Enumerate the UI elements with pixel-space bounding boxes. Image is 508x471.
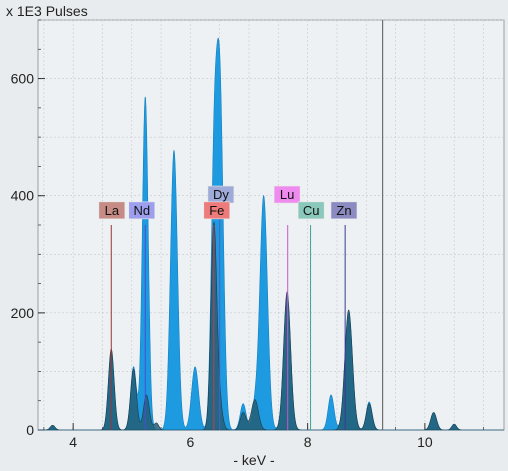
element-label-lu: Lu bbox=[280, 187, 294, 202]
y-tick-label: 200 bbox=[11, 305, 35, 321]
x-axis-unit-label: - keV - bbox=[233, 452, 275, 468]
element-label-box-nd[interactable] bbox=[128, 201, 156, 220]
plot-frame bbox=[37, 19, 505, 431]
element-label-dy: Dy bbox=[213, 187, 229, 202]
element-label-la: La bbox=[105, 203, 120, 218]
y-tick-label: 400 bbox=[11, 188, 35, 204]
element-label-zn: Zn bbox=[336, 203, 351, 218]
element-label-box-cu[interactable] bbox=[297, 201, 325, 220]
element-label-box-zn[interactable] bbox=[330, 201, 358, 220]
y-tick-label: 600 bbox=[11, 71, 35, 87]
x-tick-label: 4 bbox=[69, 434, 77, 450]
element-label-box-lu[interactable] bbox=[273, 185, 301, 204]
element-label-box-fe[interactable] bbox=[203, 201, 231, 220]
y-axis-unit-label: x 1E3 Pulses bbox=[6, 3, 88, 19]
element-label-fe: Fe bbox=[209, 203, 224, 218]
x-tick-label: 6 bbox=[187, 434, 195, 450]
element-label-nd: Nd bbox=[133, 203, 150, 218]
element-label-box-la[interactable] bbox=[98, 201, 126, 220]
x-tick-label: 10 bbox=[417, 434, 433, 450]
x-tick-label: 8 bbox=[304, 434, 312, 450]
element-label-cu: Cu bbox=[303, 203, 320, 218]
spectrum-fit-area bbox=[38, 221, 504, 431]
y-tick-label: 0 bbox=[26, 422, 34, 438]
